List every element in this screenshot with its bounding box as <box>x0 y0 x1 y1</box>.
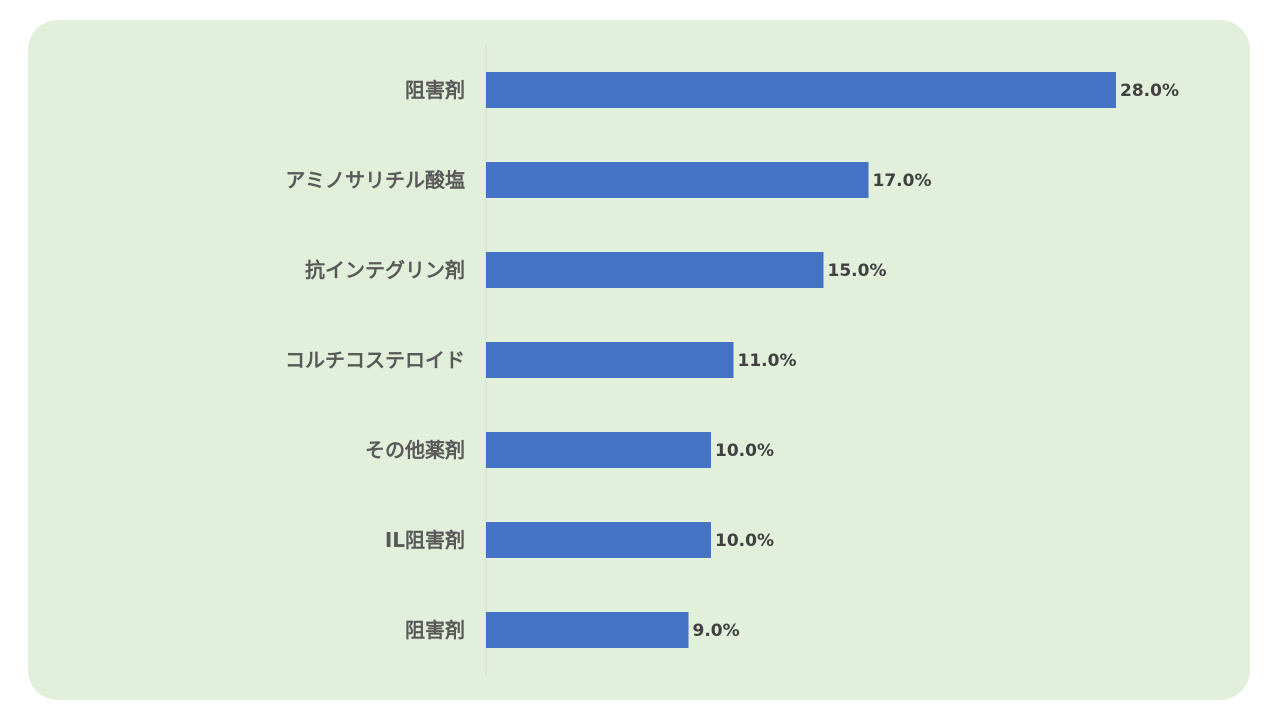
category-label-5: IL阻害剤 <box>385 528 465 552</box>
value-label-1: 17.0% <box>873 171 932 191</box>
category-label-0: 阻害剤 <box>405 78 465 102</box>
bar-2 <box>486 252 824 288</box>
bar-0 <box>486 72 1116 108</box>
value-label-0: 28.0% <box>1120 81 1179 101</box>
category-label-2: 抗インテグリン剤 <box>305 258 465 282</box>
value-label-2: 15.0% <box>828 261 887 281</box>
category-labels-group: 阻害剤アミノサリチル酸塩抗インテグリン剤コルチコステロイドその他薬剤IL阻害剤阻… <box>285 78 465 642</box>
bar-1 <box>486 162 869 198</box>
bar-3 <box>486 342 734 378</box>
category-label-6: 阻害剤 <box>405 618 465 642</box>
category-label-1: アミノサリチル酸塩 <box>285 168 465 192</box>
value-labels-group: 28.0% 17.0% 15.0% 11.0% 10.0% 10.0% 9.0% <box>693 81 1179 641</box>
value-label-5: 10.0% <box>715 531 774 551</box>
bar-6 <box>486 612 689 648</box>
value-label-3: 11.0% <box>738 351 797 371</box>
bar-5 <box>486 522 711 558</box>
category-label-4: その他薬剤 <box>365 438 465 462</box>
value-label-6: 9.0% <box>693 621 740 641</box>
bar-4 <box>486 432 711 468</box>
bars-group <box>486 72 1116 648</box>
value-label-4: 10.0% <box>715 441 774 461</box>
category-label-3: コルチコステロイド <box>285 348 465 372</box>
